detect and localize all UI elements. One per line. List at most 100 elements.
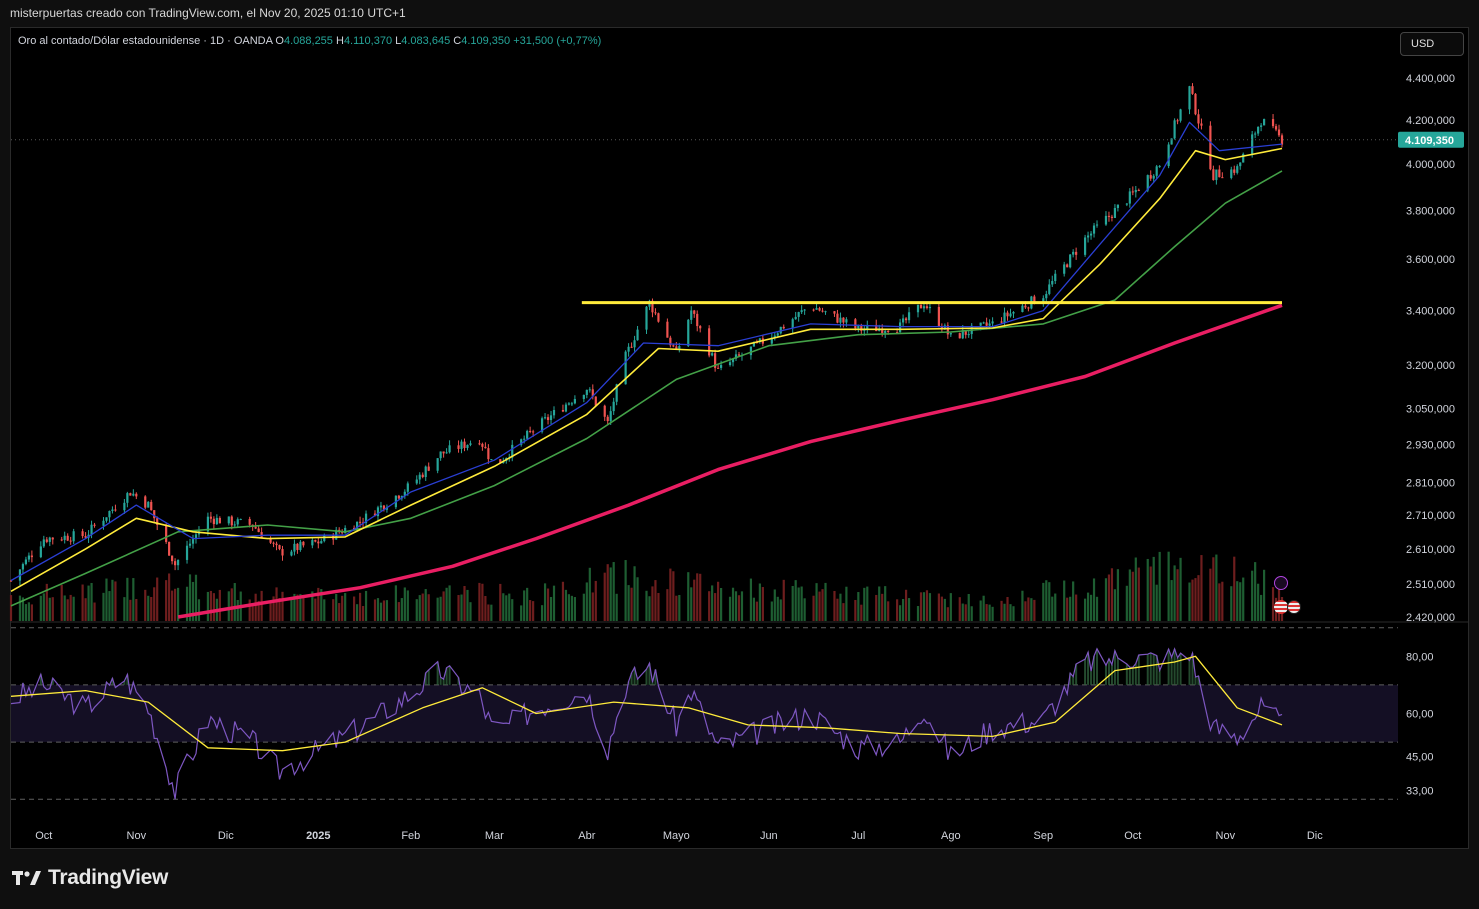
time-axis-tick: Jul bbox=[851, 830, 865, 842]
candle-body bbox=[1200, 123, 1203, 126]
price-axis-tick: 3.050,000 bbox=[1406, 403, 1455, 415]
candle-body bbox=[364, 513, 368, 524]
volume-bar bbox=[1009, 604, 1012, 621]
volume-bar bbox=[946, 607, 949, 621]
candle-body bbox=[1274, 126, 1278, 130]
candle-body bbox=[511, 444, 514, 458]
volume-bar bbox=[1212, 557, 1215, 621]
volume-bar bbox=[108, 591, 111, 621]
time-axis-tick: Oct bbox=[35, 830, 52, 842]
candle-body bbox=[168, 541, 171, 556]
volume-bar bbox=[755, 601, 758, 621]
volume-bar bbox=[150, 597, 153, 621]
candle-body bbox=[355, 521, 359, 530]
candle-body bbox=[1054, 273, 1057, 281]
candle-body bbox=[1233, 169, 1236, 173]
candle-body bbox=[821, 310, 824, 312]
volume-bar bbox=[281, 591, 284, 621]
volume-bar bbox=[854, 599, 857, 621]
candle-body bbox=[69, 540, 72, 542]
volume-bar bbox=[69, 594, 72, 621]
volume-bar bbox=[176, 587, 180, 621]
volume-bar bbox=[1012, 606, 1015, 621]
candle-body bbox=[1086, 235, 1090, 238]
volume-bar bbox=[424, 589, 427, 621]
candle-body bbox=[227, 516, 230, 524]
lightning-icon[interactable] bbox=[1274, 576, 1288, 590]
volume-bar bbox=[293, 593, 296, 621]
volume-bar bbox=[896, 599, 899, 621]
eu-flag-icon[interactable] bbox=[1287, 600, 1301, 614]
volume-bar bbox=[188, 574, 192, 621]
volume-bar bbox=[737, 595, 741, 621]
volume-bar bbox=[866, 586, 869, 621]
volume-bar bbox=[508, 593, 511, 621]
volume-bar bbox=[1221, 581, 1224, 621]
volume-bar bbox=[875, 594, 878, 621]
volume-bar bbox=[1271, 587, 1275, 621]
volume-bar bbox=[970, 606, 973, 621]
low-label: L bbox=[395, 35, 402, 47]
volume-bar bbox=[418, 595, 421, 621]
candle-body bbox=[881, 328, 884, 334]
volume-bar bbox=[209, 590, 212, 621]
time-axis-tick: Dic bbox=[218, 830, 234, 842]
candle-body bbox=[1251, 134, 1254, 154]
volume-bar bbox=[335, 593, 338, 621]
candle-body bbox=[1262, 119, 1266, 126]
candle-body bbox=[397, 495, 400, 499]
volume-bar bbox=[836, 598, 839, 621]
candle-body bbox=[567, 403, 571, 405]
volume-bar bbox=[991, 606, 994, 621]
candle-body bbox=[60, 539, 63, 541]
candle-body bbox=[1027, 307, 1030, 309]
volume-bar bbox=[185, 586, 189, 621]
candle-body bbox=[1092, 225, 1096, 234]
candle-body bbox=[1033, 296, 1036, 305]
volume-bar bbox=[815, 583, 818, 621]
candle-body bbox=[379, 505, 383, 508]
time-axis-tick: 2025 bbox=[306, 830, 330, 842]
volume-bar bbox=[257, 600, 260, 621]
candle-body bbox=[594, 396, 597, 406]
candle-body bbox=[633, 340, 636, 348]
candle-body bbox=[9, 580, 13, 582]
volume-bar bbox=[699, 573, 702, 621]
volume-bar bbox=[1146, 558, 1149, 621]
candle-body bbox=[612, 401, 615, 412]
candle-body bbox=[875, 324, 878, 332]
candle-body bbox=[678, 346, 681, 349]
volume-bar bbox=[251, 604, 254, 621]
candle-body bbox=[460, 441, 463, 449]
volume-bar bbox=[1104, 578, 1108, 621]
price-axis-tick: 2.710,000 bbox=[1406, 510, 1455, 522]
currency-button[interactable]: USD bbox=[1400, 32, 1464, 56]
candle-body bbox=[176, 559, 180, 566]
candle-body bbox=[866, 324, 869, 330]
candle-body bbox=[1137, 189, 1140, 191]
candle-body bbox=[1152, 175, 1155, 179]
us-flag-icon[interactable] bbox=[1274, 600, 1288, 614]
volume-bar bbox=[1083, 598, 1087, 621]
volume-bar bbox=[400, 598, 403, 621]
rsi-band-fill bbox=[11, 684, 1398, 743]
volume-bar bbox=[666, 589, 669, 621]
volume-bar bbox=[1089, 594, 1093, 621]
candle-body bbox=[946, 325, 949, 335]
candle-body bbox=[985, 322, 988, 326]
brand-logo[interactable]: TradingView bbox=[12, 866, 168, 890]
candle-body bbox=[797, 312, 800, 317]
candle-body bbox=[839, 317, 842, 323]
candle-body bbox=[552, 410, 556, 416]
volume-bar bbox=[546, 588, 550, 621]
candle-body bbox=[1021, 305, 1024, 313]
candle-body bbox=[693, 310, 696, 314]
volume-bar bbox=[102, 592, 105, 621]
candle-body bbox=[165, 524, 168, 542]
volume-bar bbox=[1152, 556, 1155, 621]
volume-bar bbox=[478, 582, 481, 621]
candle-body bbox=[218, 517, 221, 524]
volume-bar bbox=[171, 590, 174, 621]
brand-name: TradingView bbox=[48, 866, 169, 889]
